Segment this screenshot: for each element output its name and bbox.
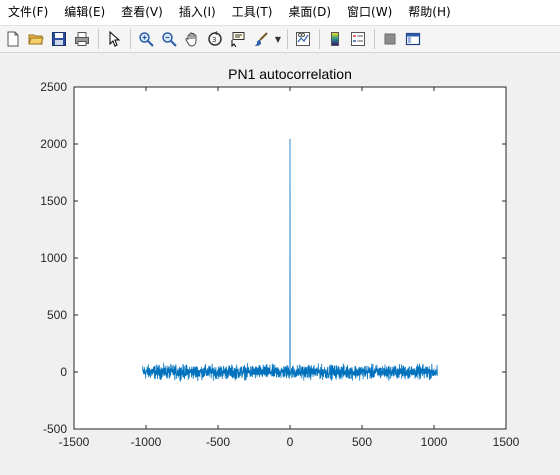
toolbar-separator	[287, 29, 288, 49]
menu-window[interactable]: 窗口(W)	[347, 5, 393, 19]
axes-box	[73, 86, 507, 430]
zoom-in-icon	[139, 32, 154, 47]
zoom-out-icon	[162, 32, 177, 47]
svg-text:3: 3	[212, 36, 216, 44]
zoom-out-button[interactable]	[158, 28, 180, 50]
figure-canvas: PN1 autocorrelation -1500 -1000 -500 0 500 10…	[0, 53, 560, 475]
pan-button[interactable]	[181, 28, 203, 50]
hide-plot-tools-button[interactable]	[379, 28, 401, 50]
link-plot-icon	[296, 32, 310, 46]
x-tick-label: 1000	[421, 435, 448, 449]
x-tick-label: -500	[206, 435, 230, 449]
menu-bar: 文件(F) 编辑(E) 查看(V) 插入(I) 工具(T) 桌面(D) 窗口(W…	[0, 0, 560, 25]
data-cursor-button[interactable]	[227, 28, 249, 50]
y-tick-label: 500	[47, 308, 67, 322]
menu-insert[interactable]: 插入(I)	[178, 5, 216, 19]
x-tick-label: 0	[287, 435, 294, 449]
print-figure-button[interactable]	[71, 28, 93, 50]
y-tick-label: 0	[60, 365, 67, 379]
y-tick-label: -500	[43, 422, 67, 436]
toolbar-separator	[130, 29, 131, 49]
y-tick-label: 2500	[40, 80, 67, 94]
save-figure-button[interactable]	[48, 28, 70, 50]
rotate-3d-icon: 3	[208, 31, 222, 46]
x-tick-label: 500	[352, 435, 372, 449]
menu-help[interactable]: 帮助(H)	[408, 5, 451, 19]
new-figure-button[interactable]	[2, 28, 24, 50]
y-tick-label: 1000	[40, 251, 67, 265]
data-cursor-icon	[231, 32, 245, 47]
pan-hand-icon	[185, 32, 197, 47]
chart-title: PN1 autocorrelation	[228, 66, 352, 82]
show-plot-tools-icon	[405, 32, 421, 46]
toolbar-separator	[319, 29, 320, 49]
colorbar-icon	[331, 32, 339, 46]
brush-icon	[255, 32, 268, 46]
new-file-icon	[7, 31, 19, 47]
x-tick-label: -1000	[131, 435, 162, 449]
brush-dropdown[interactable]: ▼	[273, 28, 283, 50]
print-icon	[75, 32, 89, 46]
link-plot-button[interactable]	[292, 28, 314, 50]
edit-plot-button[interactable]	[103, 28, 125, 50]
zoom-in-button[interactable]	[135, 28, 157, 50]
autocorrelation-series-line	[142, 138, 438, 382]
plot-svg: PN1 autocorrelation -1500 -1000 -500 0 500 10…	[40, 66, 519, 449]
insert-colorbar-button[interactable]	[324, 28, 346, 50]
series-layer	[142, 138, 438, 382]
tick-layer: -1500 -1000 -500 0 500 1000 1500 -500 0 500 1000 15…	[40, 80, 519, 449]
show-plot-tools-button[interactable]	[402, 28, 424, 50]
menu-file[interactable]: 文件(F)	[8, 5, 49, 19]
open-folder-icon	[28, 34, 44, 45]
y-tick-label: 2000	[40, 137, 67, 151]
menu-view[interactable]: 查看(V)	[121, 5, 163, 19]
toolbar-separator	[374, 29, 375, 49]
save-icon	[52, 32, 66, 46]
menu-desktop[interactable]: 桌面(D)	[288, 5, 332, 19]
insert-legend-button[interactable]	[347, 28, 369, 50]
x-tick-label: -1500	[59, 435, 90, 449]
toolbar-separator	[98, 29, 99, 49]
brush-button[interactable]	[250, 28, 272, 50]
chevron-down-icon: ▼	[274, 34, 282, 44]
open-file-button[interactable]	[25, 28, 47, 50]
pointer-icon	[109, 31, 121, 47]
menu-edit[interactable]: 编辑(E)	[64, 5, 106, 19]
rotate-3d-button[interactable]: 3	[204, 28, 226, 50]
figure-toolbar: 3 ▼	[0, 25, 560, 53]
x-tick-label: 1500	[493, 435, 520, 449]
hide-plot-tools-icon	[384, 33, 396, 45]
legend-icon	[351, 32, 365, 46]
menu-tools[interactable]: 工具(T)	[231, 5, 273, 19]
y-tick-label: 1500	[40, 194, 67, 208]
